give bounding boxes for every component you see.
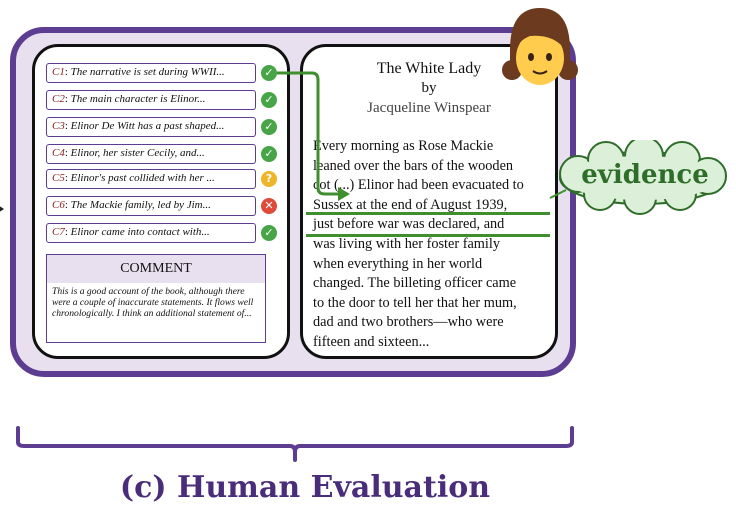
claim-id: C6 (52, 199, 65, 211)
check-circle-icon: ✓ (261, 146, 277, 162)
passage-line: fifteen and sixteen... (313, 333, 430, 350)
claim-id: C4 (52, 147, 65, 159)
check-circle-icon: ✓ (261, 65, 277, 81)
claim-item: C2: The main character is Elinor... (46, 90, 256, 110)
claim-item: C7: Elinor came into contact with... (46, 223, 256, 243)
claim-item: C1: The narrative is set during WWII... (46, 63, 256, 83)
evidence-label: evidence (581, 160, 709, 190)
figure-caption: (c) Human Evaluation (119, 470, 491, 505)
claim-id: C7 (52, 226, 65, 238)
claim-id: C1 (52, 66, 65, 78)
book-author: Jacqueline Winspear (367, 100, 491, 116)
claim-text: Elinor De Witt has a past shaped... (70, 120, 225, 132)
check-circle-icon: ✓ (261, 119, 277, 135)
passage-line: just before war was declared, and (313, 216, 505, 233)
x-circle-icon: ✕ (261, 198, 277, 214)
claim-item: C3: Elinor De Witt has a past shaped... (46, 117, 256, 137)
claim-item: C5: Elinor's past collided with her ... (46, 169, 256, 189)
bracket-brace (16, 426, 574, 462)
check-circle-icon: ✓ (261, 225, 277, 241)
claim-id: C2 (52, 93, 65, 105)
claim-text: The main character is Elinor... (70, 93, 206, 105)
claim-id: C3 (52, 120, 65, 132)
claim-id: C5 (52, 172, 65, 184)
evidence-underline-top (306, 212, 550, 215)
passage-line: changed. The billeting officer came (313, 275, 517, 292)
claim-text: Elinor's past collided with her ... (70, 172, 215, 184)
question-circle-icon: ? (261, 171, 277, 187)
passage-line: was living with her foster family (313, 235, 501, 252)
girl-emoji-icon (502, 8, 578, 85)
evidence-cloud (559, 140, 727, 215)
book-title: The White Lady (376, 60, 482, 77)
comment-body: This is a good account of the book, alth… (46, 283, 266, 343)
passage-line: Sussex at the end of August 1939, (313, 196, 508, 213)
claim-text: The narrative is set during WWII... (70, 66, 225, 78)
passage-line: leaned over the bars of the wooden (313, 157, 514, 174)
claim-text: The Mackie family, led by Jim... (70, 199, 211, 211)
book-panel (300, 44, 558, 359)
book-by: by (421, 80, 437, 96)
evidence-underline-bottom (306, 234, 550, 237)
passage-line: to the door to tell her that her mum, (313, 294, 517, 311)
passage-line: cot (...) Elinor had been evacuated to (313, 177, 524, 194)
book-passage: Every morning as Rose Mackie leaned over … (313, 137, 559, 353)
passage-line: dad and two brothers—who were (313, 314, 504, 331)
claim-item: C6: The Mackie family, led by Jim... (46, 196, 256, 216)
claim-text: Elinor came into contact with... (70, 226, 210, 238)
check-circle-icon: ✓ (261, 92, 277, 108)
incoming-arrow-icon (0, 205, 4, 213)
passage-line: Every morning as Rose Mackie (313, 138, 494, 154)
comment-heading: COMMENT (46, 254, 266, 284)
passage-line: when everything in her world (313, 255, 483, 272)
claim-text: Elinor, her sister Cecily, and... (70, 147, 205, 159)
claim-item: C4: Elinor, her sister Cecily, and... (46, 144, 256, 164)
